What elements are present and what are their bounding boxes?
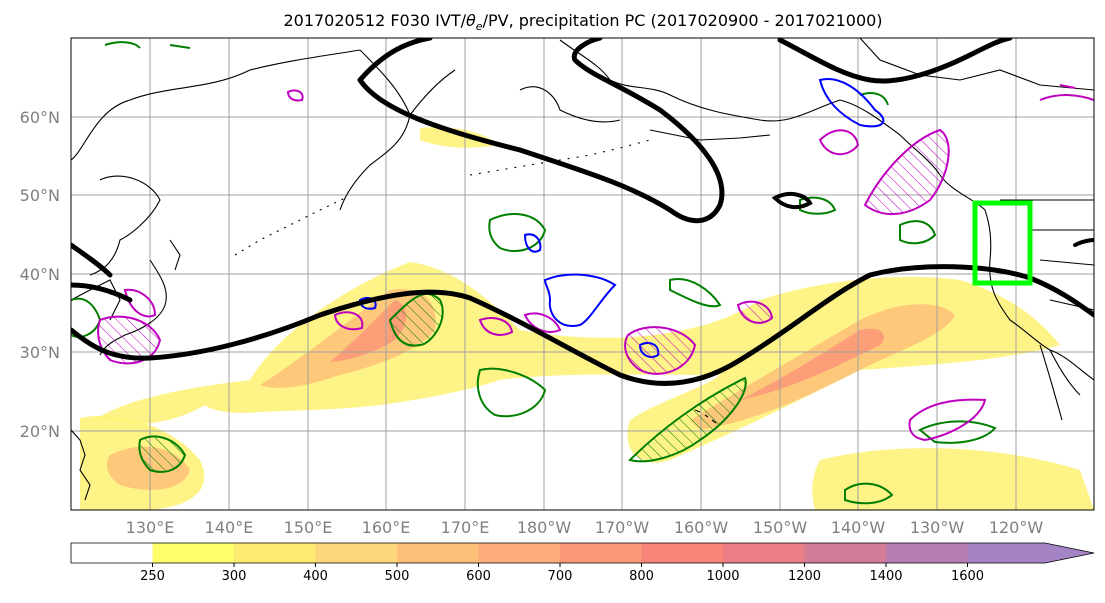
lon-label-150w: 150°W xyxy=(753,518,808,537)
magenta-gulf xyxy=(863,128,950,216)
magenta-135w-low xyxy=(908,398,987,442)
lon-label-130w: 130°W xyxy=(910,518,965,537)
colorbar-outline xyxy=(70,542,1095,564)
pv-blue-central xyxy=(543,273,617,327)
lon-label-150e: 150°E xyxy=(284,518,333,537)
gridlines xyxy=(71,38,1094,510)
coast-aleutians xyxy=(469,139,651,176)
lon-label-170e: 170°E xyxy=(441,518,490,537)
magenta-gulf-2 xyxy=(818,129,860,156)
magenta-170w xyxy=(523,312,562,333)
colorbar-segment xyxy=(478,543,561,563)
pv-green-arctic xyxy=(104,41,889,106)
colorbar-tick-label: 1400 xyxy=(869,569,902,584)
pv-green-175w xyxy=(476,367,547,418)
lon-label-120w: 120°W xyxy=(989,518,1044,537)
ivt-band-alaska xyxy=(420,127,500,148)
coast-baja xyxy=(1039,344,1081,421)
lat-label-40: 40°N xyxy=(20,265,60,284)
map-area xyxy=(71,38,1094,510)
pv-green-160e xyxy=(388,293,444,347)
lon-label-160e: 160°E xyxy=(362,518,411,537)
coast-kamchatka xyxy=(339,49,456,211)
ivt-band-southeast xyxy=(812,448,1094,510)
pv-blue-gulf xyxy=(818,78,885,128)
theta-e-main xyxy=(71,264,1094,386)
magenta-165e xyxy=(478,317,514,336)
highlight-box xyxy=(972,200,1033,286)
lon-label-170w: 170°W xyxy=(595,518,650,537)
colorbar-segment xyxy=(397,543,479,563)
magenta-155e xyxy=(333,311,364,331)
pv-green-hawaii xyxy=(628,376,747,463)
colorbar-segment xyxy=(723,543,805,563)
lon-label-160w: 160°W xyxy=(674,518,729,537)
magenta-japan-2 xyxy=(123,288,157,318)
colorbar-extend-arrow xyxy=(967,543,1094,563)
coast-asia xyxy=(71,49,361,321)
colorbar-segment xyxy=(886,543,968,563)
colorbar-segment xyxy=(234,543,316,563)
pv-blue-175w xyxy=(523,233,542,253)
lat-label-20: 20°N xyxy=(20,422,60,441)
theta-e-northeast xyxy=(777,38,1013,84)
pv-blue-160e xyxy=(358,297,377,310)
ivt-core-east-inner xyxy=(740,328,884,400)
colorbar-tick-label: 250 xyxy=(140,569,165,584)
lon-labels: 130°E 140°E 150°E 160°E 170°E 180°W 170°… xyxy=(126,518,1044,537)
colorbar: 250 300 400 500 600 700 800 1000 1200 1400 1600 xyxy=(70,542,1095,584)
colorbar-segment xyxy=(641,543,724,563)
coast-na-inland xyxy=(859,38,1094,311)
lon-label-140w: 140°W xyxy=(831,518,886,537)
pv-green-170w xyxy=(669,278,722,308)
pv-green-135w xyxy=(899,220,937,245)
coast-na-west xyxy=(939,174,1094,381)
magenta-siberia xyxy=(286,89,304,102)
map-frame xyxy=(70,37,1095,511)
figure-title: 2017020512 F030 IVT/θe/PV, precipitation… xyxy=(283,11,882,33)
colorbar-tick-label: 600 xyxy=(466,569,491,584)
pv-green-130w-low xyxy=(918,420,997,444)
lat-label-50: 50°N xyxy=(20,186,60,205)
magenta-160w xyxy=(624,326,697,375)
colorbar-segment xyxy=(560,543,642,563)
pv-green-140w-low xyxy=(844,482,894,505)
ivt-core-west-inner xyxy=(330,300,407,362)
colorbar-segment xyxy=(71,543,153,563)
theta-e-north xyxy=(357,38,725,224)
magenta-145w xyxy=(736,300,774,324)
theta-e-contours xyxy=(71,38,1094,386)
theta-e-loop xyxy=(771,191,813,210)
pv-green-contours xyxy=(71,41,997,505)
pv-green-gulf xyxy=(799,196,837,215)
colorbar-segment xyxy=(152,543,235,563)
colorbar-tick-label: 1600 xyxy=(951,569,984,584)
lon-label-130e: 130°E xyxy=(126,518,175,537)
colorbar-tick-label: 500 xyxy=(385,569,410,584)
magenta-na-coast xyxy=(1039,84,1094,101)
lon-label-140e: 140°E xyxy=(205,518,254,537)
colorbar-segment xyxy=(315,543,398,563)
lat-label-60: 60°N xyxy=(20,108,60,127)
colorbar-tick-label: 300 xyxy=(222,569,247,584)
colorbar-tick-label: 700 xyxy=(548,569,573,584)
lat-label-30: 30°N xyxy=(20,343,60,362)
theta-e-upper-west xyxy=(71,242,133,303)
colorbar-tick-label: 1200 xyxy=(788,569,821,584)
colorbar-tick-label: 800 xyxy=(629,569,654,584)
colorbar-tick-label: 400 xyxy=(303,569,328,584)
magenta-contours xyxy=(97,84,1094,442)
pv-green-south xyxy=(138,435,187,473)
coast-kuril xyxy=(234,197,346,256)
colorbar-segment xyxy=(804,543,887,563)
colorbar-tick-label: 1000 xyxy=(706,569,739,584)
lon-label-180w: 180°W xyxy=(517,518,572,537)
lat-labels: 60°N 50°N 40°N 30°N 20°N xyxy=(20,108,60,441)
coast-philippines xyxy=(71,429,91,501)
